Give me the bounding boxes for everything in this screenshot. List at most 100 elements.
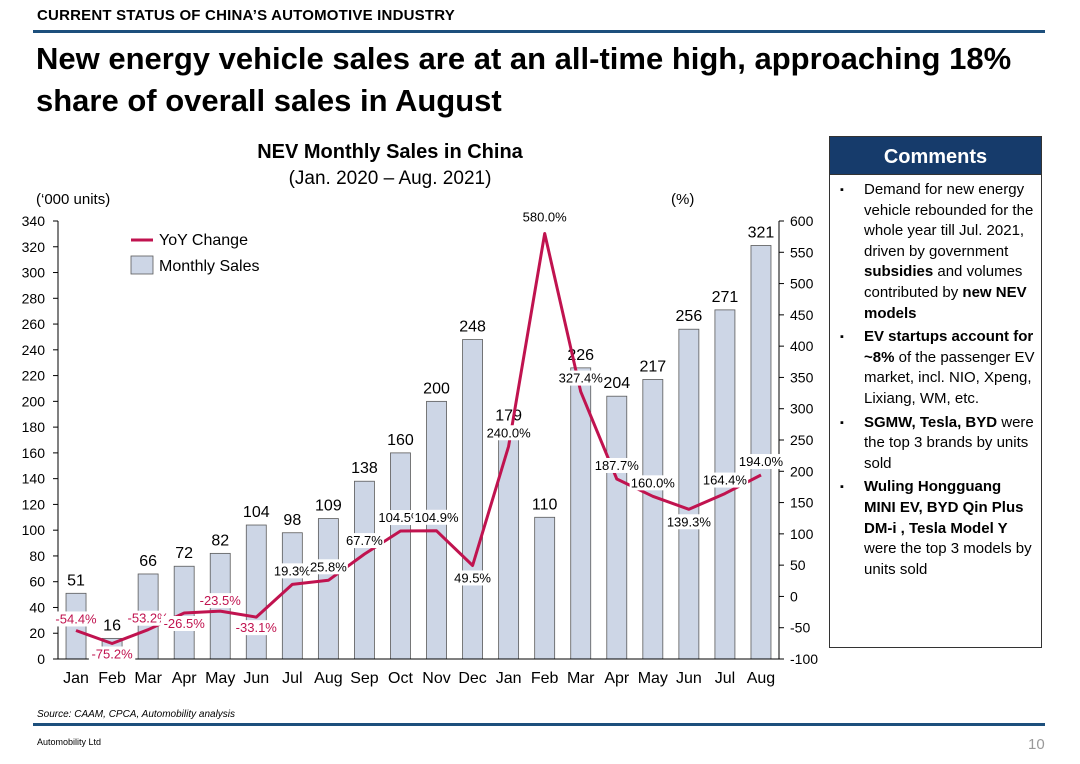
sales-label: 200 [423, 380, 450, 397]
yoy-label-backdrop [737, 454, 785, 470]
sales-label: 66 [139, 553, 157, 570]
yoy-label: -75.2% [91, 646, 133, 661]
sales-label: 271 [712, 289, 739, 306]
left-axis-tick-label: 80 [29, 548, 45, 564]
sales-label: 248 [459, 319, 486, 336]
sales-label: 321 [748, 224, 775, 241]
bullet-icon: ▪ [840, 416, 844, 429]
sales-label: 72 [175, 545, 193, 562]
comments-list: ▪ Demand for new energy vehicle rebounded… [830, 175, 1041, 580]
nev-sales-chart: NEV Monthly Sales in China (Jan. 2020 – A… [22, 141, 819, 687]
x-axis-tick-label: Aug [314, 670, 342, 687]
yoy-label: 67.7% [346, 533, 383, 548]
yoy-label: 187.7% [595, 458, 640, 473]
right-axis-unit: (%) [671, 191, 694, 208]
comment-emphasis: SGMW, Tesla, BYD [864, 413, 998, 431]
page-headline: New energy vehicle sales are at an all-t… [36, 41, 1012, 118]
legend-label-sales: Monthly Sales [159, 258, 260, 275]
yoy-label: 19.3% [274, 563, 311, 578]
sales-bar [462, 339, 483, 660]
yoy-label-backdrop [557, 370, 604, 386]
left-axis-tick-label: 340 [22, 213, 46, 229]
sales-bar [678, 328, 700, 660]
right-axis-tick-label: 150 [790, 495, 814, 511]
bottom-divider [33, 723, 1045, 726]
right-axis-tick-label: 450 [790, 307, 814, 323]
sales-bar [750, 245, 772, 660]
left-axis-tick-label: 60 [29, 574, 45, 590]
sales-label: 51 [67, 572, 85, 589]
source-note: Source: CAAM, CPCA, Automobility analysi… [37, 709, 236, 720]
yoy-label: 240.0% [487, 425, 532, 440]
left-axis-tick-label: 260 [22, 316, 46, 332]
sales-bar [354, 480, 375, 660]
sales-label: 98 [283, 512, 301, 529]
yoy-label: 580.0% [523, 210, 568, 225]
yoy-label: 104.5% [378, 510, 423, 525]
sales-bar [606, 395, 628, 660]
comments-panel: Comments ▪ Demand for new energy vehicle … [829, 136, 1042, 648]
yoy-label: 194.0% [739, 454, 784, 469]
comment-text: were the top 3 brands by units sold [864, 413, 1034, 472]
yoy-label-backdrop [124, 610, 172, 626]
sales-label: 16 [103, 617, 121, 634]
yoy-label-backdrop [233, 620, 280, 636]
comment-item: ▪ Wuling Hongguang MINI EV, BYD Qin Plus … [834, 477, 1037, 580]
yoy-label: 160.0% [631, 475, 676, 490]
right-axis-tick-label: -50 [790, 620, 810, 636]
comment-text: of the passenger EV market, incl. NIO, X… [864, 348, 1035, 407]
yoy-label-backdrop [453, 570, 493, 586]
sales-bar [642, 379, 664, 660]
right-axis-tick-label: 250 [790, 432, 814, 448]
right-axis-tick-label: 200 [790, 463, 814, 479]
left-axis-tick-label: 180 [22, 419, 46, 435]
sales-bar [534, 516, 556, 660]
yoy-label: -33.1% [236, 620, 278, 635]
sales-bar [498, 428, 520, 660]
yoy-label: 327.4% [559, 371, 604, 386]
sales-label: 204 [603, 375, 630, 392]
x-axis-tick-label: Jul [282, 670, 302, 687]
yoy-label-backdrop [197, 593, 244, 609]
yoy-label-backdrop [629, 475, 677, 491]
yoy-label: -53.2% [128, 611, 170, 626]
yoy-label: -23.5% [200, 593, 242, 608]
comment-emphasis: subsidies [864, 263, 934, 281]
left-axis-tick-label: 320 [22, 239, 46, 255]
yoy-label: 104.9% [414, 510, 459, 525]
sales-label: 179 [495, 407, 522, 424]
right-axis-tick-label: 350 [790, 369, 814, 385]
yoy-label: -26.5% [164, 616, 206, 631]
right-axis-tick-label: 400 [790, 338, 814, 354]
comment-item: ▪ Demand for new energy vehicle rebounded… [834, 180, 1037, 324]
yoy-label: 49.5% [454, 570, 491, 585]
sales-label: 160 [387, 432, 414, 449]
chart-subtitle: (Jan. 2020 – Aug. 2021) [289, 168, 492, 189]
yoy-label-backdrop [344, 533, 384, 549]
right-axis-tick-label: -100 [790, 651, 818, 667]
yoy-label-backdrop [521, 209, 568, 225]
yoy-label: 25.8% [310, 559, 347, 574]
x-axis-tick-label: Oct [388, 670, 413, 687]
legend-bar-swatch [130, 255, 154, 275]
sales-label: 217 [639, 358, 666, 375]
left-axis-unit: (‘000 units) [36, 191, 110, 208]
x-axis-tick-label: Jul [715, 670, 735, 687]
yoy-label: -54.4% [55, 611, 97, 626]
yoy-label: 164.4% [703, 473, 748, 488]
yoy-line [75, 232, 762, 645]
right-axis-tick-label: 550 [790, 244, 814, 260]
left-axis-tick-label: 300 [22, 265, 46, 281]
right-axis-tick-label: 600 [790, 213, 814, 229]
yoy-label-backdrop [377, 510, 424, 526]
left-axis-tick-label: 220 [22, 368, 46, 384]
x-axis-tick-label: Feb [98, 670, 126, 687]
yoy-label-backdrop [665, 514, 713, 530]
yoy-label-backdrop [88, 646, 136, 662]
yoy-label-backdrop [413, 509, 460, 525]
bullet-icon: ▪ [840, 184, 844, 196]
sales-label: 256 [676, 308, 703, 325]
x-axis-tick-label: Mar [567, 670, 595, 687]
comment-emphasis: new NEV models [864, 283, 1027, 322]
left-axis-tick-label: 20 [29, 625, 45, 641]
